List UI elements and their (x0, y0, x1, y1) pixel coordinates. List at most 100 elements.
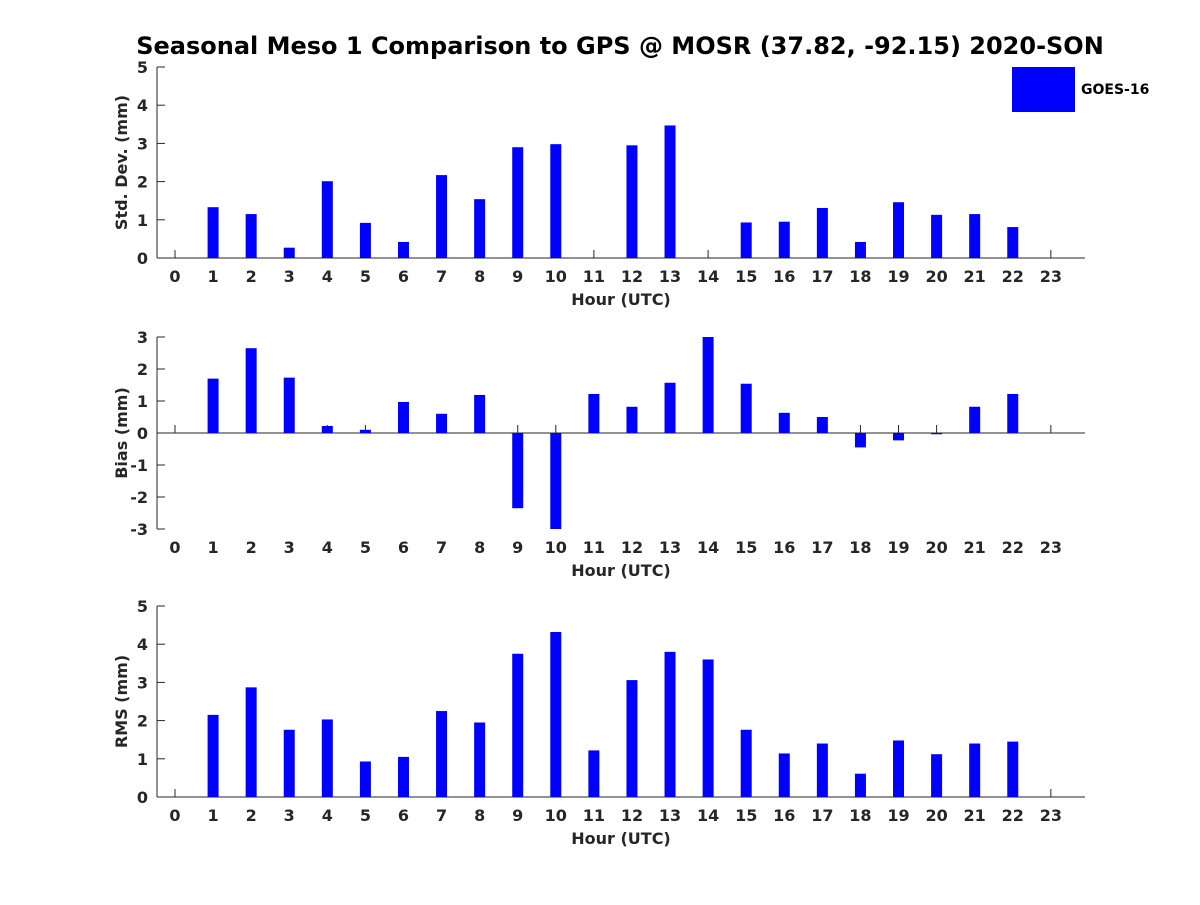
rms-x-tick-label: 23 (1040, 806, 1062, 825)
std-dev-x-tick-label: 7 (436, 267, 447, 286)
bias-x-axis-label: Hour (UTC) (571, 561, 671, 580)
bias-x-tick-label: 8 (474, 538, 485, 557)
bias-x-tick-label: 17 (811, 538, 833, 557)
rms-x-tick-label: 11 (583, 806, 605, 825)
std-dev-y-tick-label: 3 (137, 134, 148, 153)
bias-bar (397, 401, 409, 433)
rms-x-tick-label: 10 (545, 806, 567, 825)
std-dev-x-tick-label: 9 (512, 267, 523, 286)
std-dev-bar (245, 214, 257, 258)
bias-y-axis-label: Bias (mm) (112, 387, 131, 479)
std-dev-x-tick-label: 8 (474, 267, 485, 286)
bias-x-tick-label: 11 (583, 538, 605, 557)
std-dev-x-tick-label: 0 (169, 267, 180, 286)
bias-bar (1007, 393, 1019, 433)
rms-bar (588, 750, 600, 797)
std-dev-x-axis-label: Hour (UTC) (571, 290, 671, 309)
std-dev-y-tick-label: 5 (137, 58, 148, 77)
std-dev-bar (854, 241, 866, 258)
std-dev-bar (969, 214, 981, 258)
std-dev-y-tick-label: 2 (137, 173, 148, 192)
rms-y-tick-label: 0 (137, 788, 148, 807)
rms-x-tick-label: 7 (436, 806, 447, 825)
std-dev-bar (397, 241, 409, 258)
rms-y-tick-label: 5 (137, 597, 148, 616)
rms-bar (550, 631, 562, 797)
std-dev-bar (931, 214, 943, 258)
bias-bar (931, 433, 943, 435)
bias-bar (893, 433, 905, 441)
rms-bar (816, 743, 828, 797)
std-dev-bar (1007, 227, 1019, 258)
std-dev-x-tick-label: 20 (925, 267, 947, 286)
bias-x-tick-label: 4 (322, 538, 333, 557)
rms-x-tick-label: 4 (322, 806, 333, 825)
bias-y-tick-label: -1 (130, 456, 148, 475)
std-dev-bar (664, 125, 676, 258)
std-dev-x-tick-label: 12 (621, 267, 643, 286)
rms-x-tick-label: 17 (811, 806, 833, 825)
rms-bar (969, 743, 981, 797)
bias-x-tick-label: 9 (512, 538, 523, 557)
rms-bar (359, 761, 371, 797)
bias-bar (740, 383, 752, 433)
bias-x-tick-label: 15 (735, 538, 757, 557)
std-dev-x-tick-label: 2 (246, 267, 257, 286)
bias-y-tick-label: 2 (137, 360, 148, 379)
bias-x-tick-label: 10 (545, 538, 567, 557)
rms-y-axis-label: RMS (mm) (112, 655, 131, 748)
bias-bar (207, 378, 219, 433)
rms-x-tick-label: 8 (474, 806, 485, 825)
std-dev-bar (778, 221, 790, 258)
rms-y-tick-label: 2 (137, 712, 148, 731)
std-dev-x-tick-label: 21 (964, 267, 986, 286)
rms-bar (207, 714, 219, 797)
bias-x-tick-label: 2 (246, 538, 257, 557)
bias-x-tick-label: 23 (1040, 538, 1062, 557)
bias-bar (474, 394, 486, 433)
bias-bar (588, 393, 600, 433)
std-dev-x-tick-label: 17 (811, 267, 833, 286)
rms-bar (321, 719, 333, 797)
std-dev-y-tick-label: 4 (137, 96, 148, 115)
std-dev-bar (893, 202, 905, 258)
std-dev-x-tick-label: 22 (1002, 267, 1024, 286)
rms-x-tick-label: 15 (735, 806, 757, 825)
bias-bar (512, 433, 524, 509)
std-dev-x-tick-label: 19 (887, 267, 909, 286)
rms-bar (854, 773, 866, 797)
bias-y-tick-label: 3 (137, 328, 148, 347)
rms-bar (778, 753, 790, 797)
std-dev-bar (740, 222, 752, 258)
bias-y-tick-label: -2 (130, 488, 148, 507)
rms-bar (436, 711, 448, 797)
std-dev-x-tick-label: 10 (545, 267, 567, 286)
rms-x-tick-label: 14 (697, 806, 719, 825)
bias-bar (702, 337, 714, 433)
bias-bar (854, 433, 866, 448)
rms-x-axis-label: Hour (UTC) (571, 829, 671, 848)
rms-x-tick-label: 18 (849, 806, 871, 825)
rms-x-tick-label: 2 (246, 806, 257, 825)
std-dev-x-tick-label: 1 (208, 267, 219, 286)
bias-bar (778, 412, 790, 433)
bias-x-tick-label: 14 (697, 538, 719, 557)
rms-x-tick-label: 12 (621, 806, 643, 825)
std-dev-x-tick-label: 18 (849, 267, 871, 286)
bias-bar (816, 417, 828, 433)
bias-y-tick-label: -3 (130, 520, 148, 539)
rms-bar (512, 653, 524, 797)
rms-x-tick-label: 3 (284, 806, 295, 825)
rms-x-tick-label: 16 (773, 806, 795, 825)
bias-x-tick-label: 18 (849, 538, 871, 557)
rms-y-tick-label: 3 (137, 673, 148, 692)
rms-x-tick-label: 5 (360, 806, 371, 825)
bias-bar (359, 429, 371, 433)
rms-bar (283, 729, 295, 797)
bias-x-tick-label: 6 (398, 538, 409, 557)
bias-bar (626, 406, 638, 433)
bias-x-tick-label: 19 (887, 538, 909, 557)
